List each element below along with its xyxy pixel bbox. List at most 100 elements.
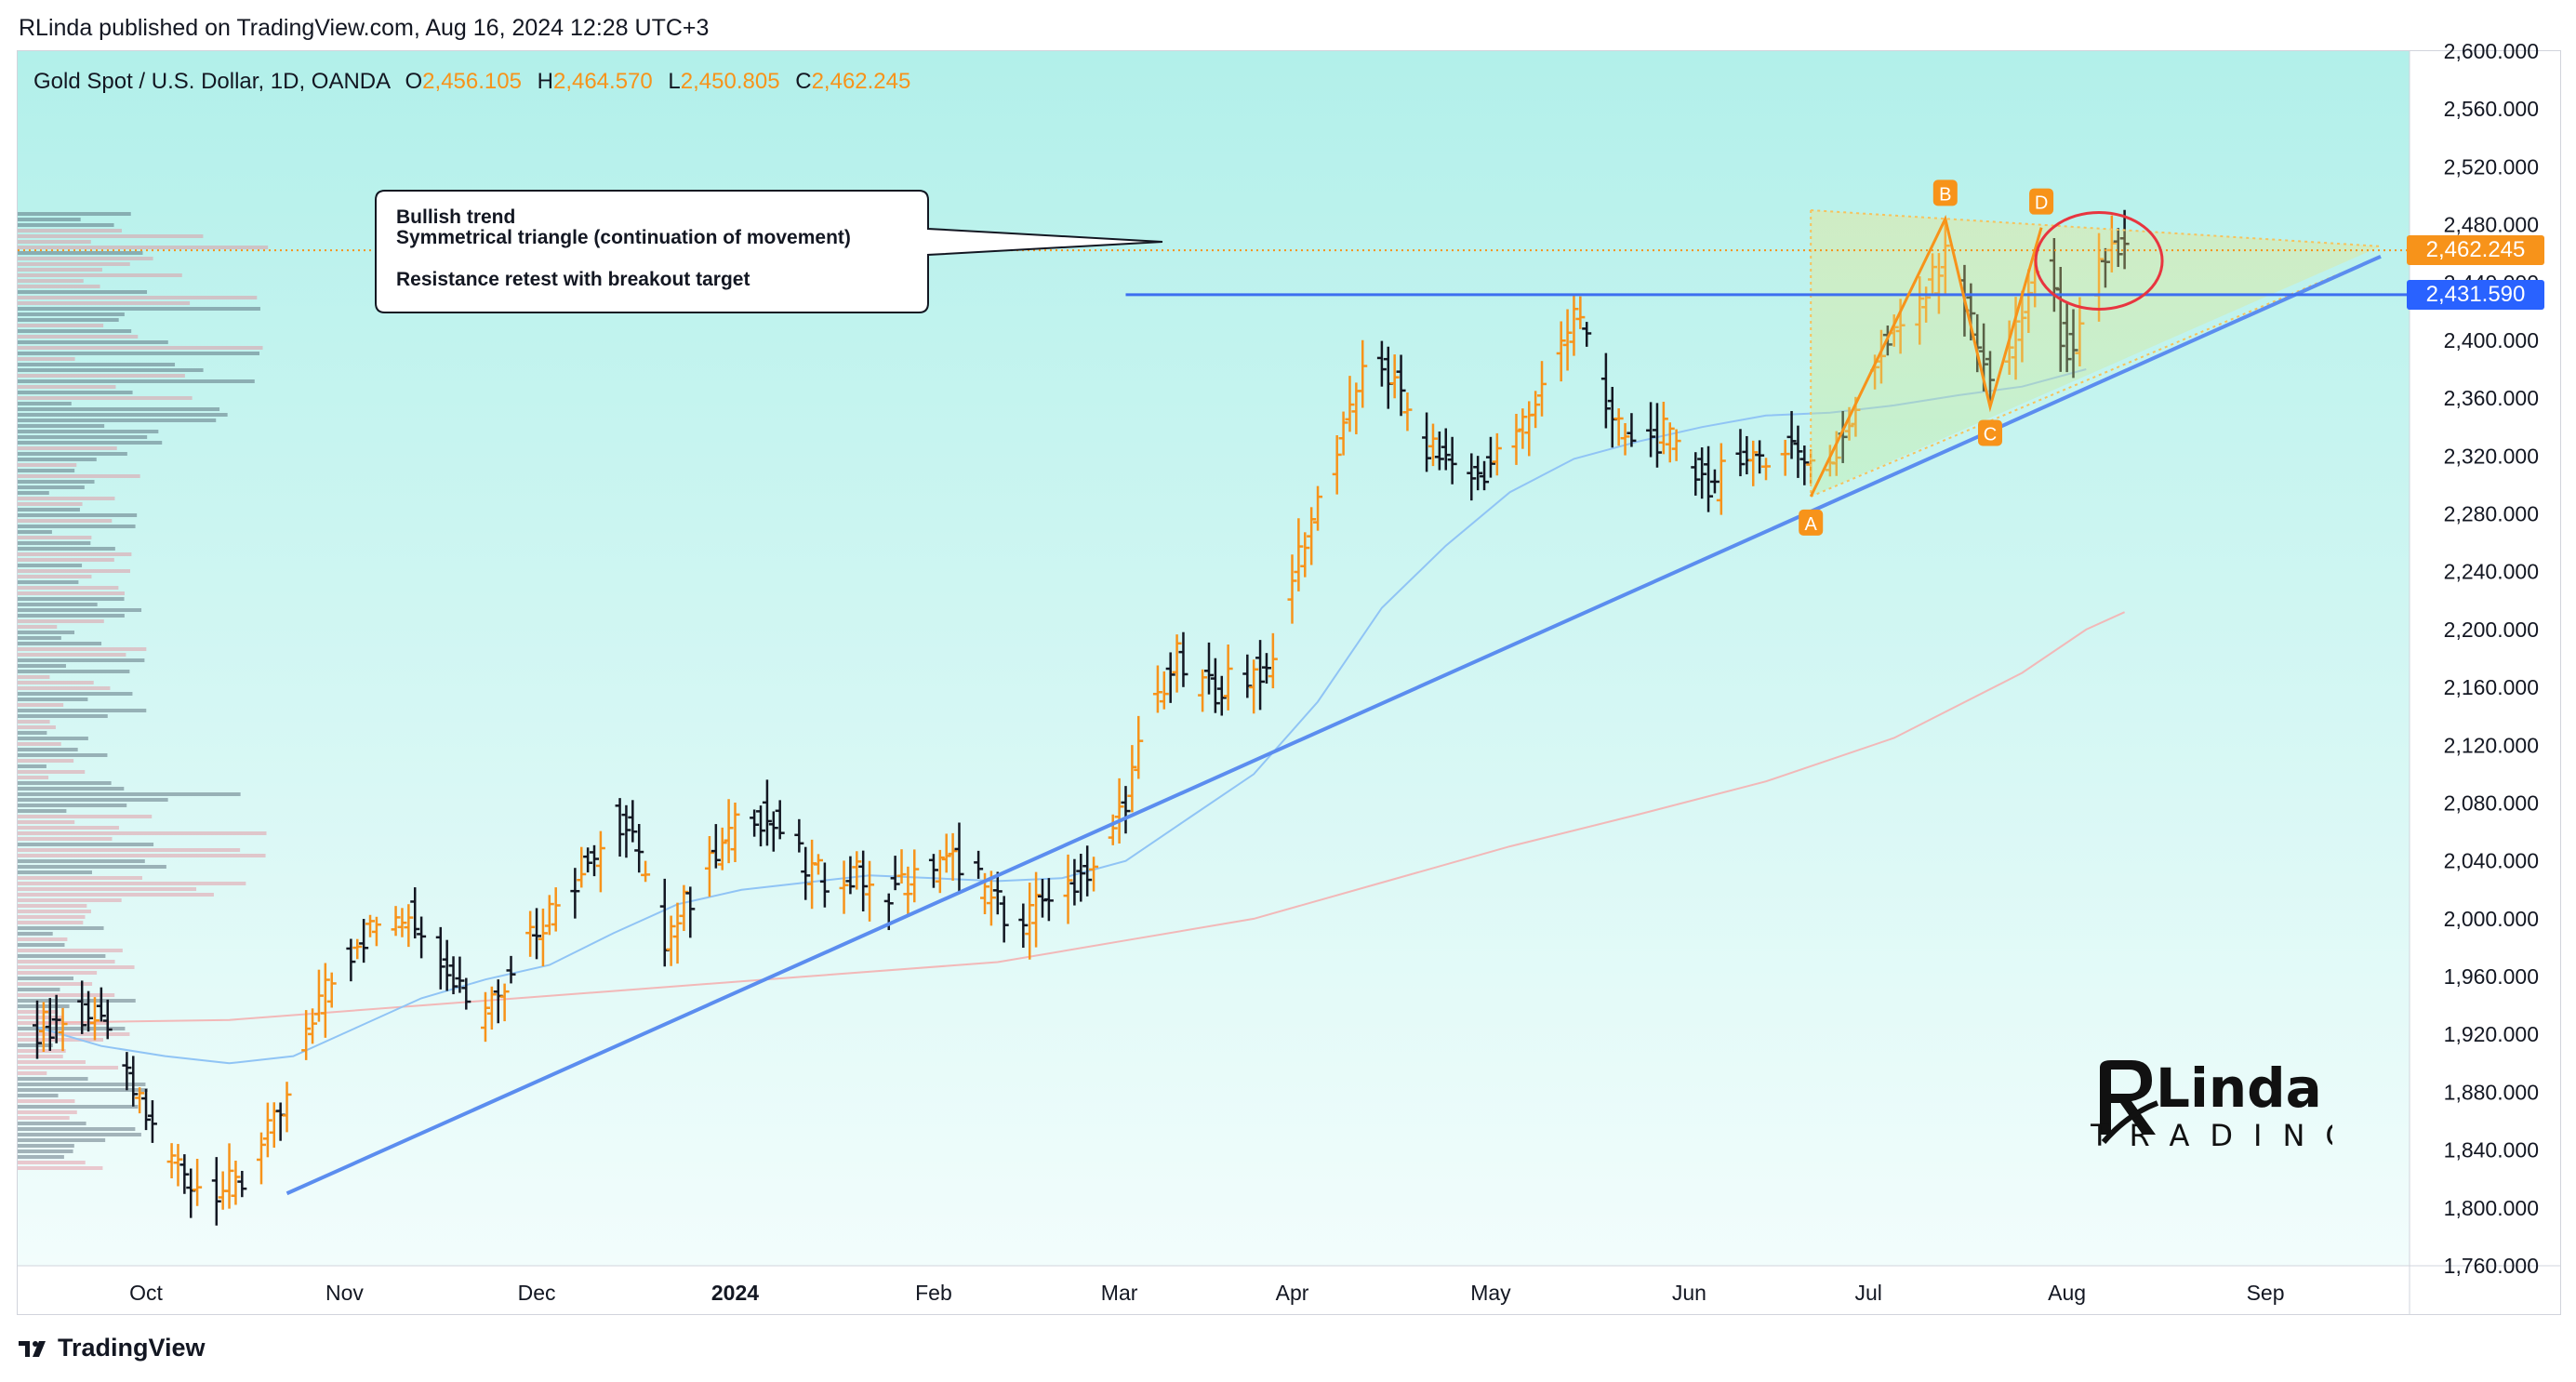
- volume-profile-bar: [18, 463, 77, 467]
- rlinda-trading-logo: Linda TRADING: [2091, 1056, 2332, 1151]
- volume-profile-bar: [18, 675, 50, 679]
- volume-profile-bar: [18, 770, 86, 774]
- volume-profile-bar: [18, 753, 108, 757]
- resistance-price-tag: 2,431.590: [2407, 279, 2544, 310]
- volume-profile-bar: [18, 915, 86, 919]
- volume-profile-bar: [18, 352, 260, 355]
- volume-profile-bar: [18, 257, 153, 260]
- y-axis-tick-label: 1,840.000: [2444, 1138, 2539, 1163]
- y-axis-tick-label: 2,520.000: [2444, 154, 2539, 179]
- volume-profile-bar: [18, 547, 115, 551]
- volume-profile-bar: [18, 552, 132, 556]
- volume-profile-bar: [18, 273, 182, 277]
- volume-profile-bar: [18, 837, 113, 841]
- volume-profile-bar: [18, 301, 191, 305]
- y-axis-tick-label: 2,560.000: [2444, 97, 2539, 121]
- y-axis-tick-label: 1,960.000: [2444, 964, 2539, 989]
- y-axis-tick-label: 2,400.000: [2444, 328, 2539, 352]
- volume-profile-bar: [18, 430, 159, 433]
- volume-profile-bar: [18, 240, 91, 244]
- volume-profile-bar: [18, 804, 127, 807]
- volume-profile-bar: [18, 725, 56, 729]
- x-axis[interactable]: Oct Nov Dec 2024 Feb Mar Apr May Jun Jul Aug Sep: [129, 1281, 2284, 1305]
- y-axis-tick-label: 1,920.000: [2444, 1022, 2539, 1046]
- y-axis[interactable]: 1,760.000 1,800.000 1,840.000 1,880.000 1,92…: [2444, 39, 2539, 1278]
- callout-balloon[interactable]: [375, 190, 1163, 313]
- volume-profile-bar: [18, 212, 131, 216]
- volume-profile-bar: [18, 977, 74, 980]
- volume-profile-bar: [18, 346, 263, 350]
- volume-profile-bar: [18, 379, 255, 383]
- y-axis-tick-label: 2,000.000: [2444, 907, 2539, 931]
- x-axis-tick-label: Feb: [915, 1281, 952, 1305]
- volume-profile-bar: [18, 1116, 70, 1120]
- volume-profile-bar: [18, 792, 241, 796]
- volume-profile-bar: [18, 870, 92, 874]
- volume-profile-bar: [18, 452, 127, 456]
- volume-profile-bar: [18, 329, 132, 333]
- volume-profile-bar: [18, 1138, 106, 1142]
- volume-profile-bar: [18, 223, 114, 227]
- volume-profile-bar: [18, 586, 119, 590]
- volume-profile-bar: [18, 686, 111, 690]
- volume-profile-bar: [18, 1049, 66, 1053]
- highlight-circle[interactable]: [2034, 210, 2164, 311]
- volume-profile-bar: [18, 670, 130, 673]
- volume-profile-bar: [18, 391, 133, 394]
- volume-profile-bar: [18, 564, 83, 567]
- legend-low-label: L: [668, 69, 681, 94]
- volume-profile-bar: [18, 993, 115, 997]
- volume-profile-bar: [18, 893, 214, 897]
- abcd-pattern-line[interactable]: [1809, 214, 2043, 498]
- triangle-fill: [1811, 210, 2381, 497]
- volume-profile-bar: [18, 580, 79, 584]
- volume-profile-bar: [18, 737, 88, 740]
- volume-profile-bar: [18, 843, 154, 846]
- footer-branding[interactable]: TradingView: [19, 1334, 206, 1362]
- triangle-upper-edge[interactable]: [1811, 209, 2382, 247]
- volume-profile-bar: [18, 631, 75, 634]
- volume-profile-bar: [18, 374, 185, 378]
- chart-frame[interactable]: [17, 50, 2561, 1315]
- volume-profile-bar: [18, 603, 98, 606]
- volume-profile-bar: [18, 988, 60, 991]
- volume-profile-bar: [18, 324, 104, 327]
- volume-profile-bar: [18, 363, 176, 366]
- volume-profile-bar: [18, 419, 217, 422]
- y-axis-tick-label: 2,600.000: [2444, 39, 2539, 63]
- y-axis-tick-label: 2,120.000: [2444, 733, 2539, 757]
- legend-open-label: O: [405, 69, 423, 94]
- volume-profile-bar: [18, 1038, 104, 1042]
- volume-profile-bar: [18, 776, 49, 779]
- volume-profile-bar: [18, 591, 125, 595]
- volume-profile-bar: [18, 229, 122, 233]
- volume-profile-bar: [18, 999, 136, 1003]
- volume-profile-bar: [18, 1122, 86, 1125]
- volume-profile-bar: [18, 1161, 86, 1164]
- legend-low-value: 2,450.805: [680, 69, 780, 94]
- volume-profile-bar: [18, 614, 125, 618]
- y-axis-tick-label: 1,800.000: [2444, 1196, 2539, 1220]
- volume-profile-bar: [18, 218, 81, 221]
- volume-profile-bar: [18, 1105, 139, 1109]
- volume-profile-bar: [18, 285, 100, 288]
- volume-profile-bar: [18, 1083, 146, 1086]
- pattern-point-badge: [1799, 509, 1824, 536]
- current-price-tag: 2,462.245: [2407, 235, 2544, 266]
- volume-profile-bar: [18, 642, 102, 645]
- volume-profile-bar: [18, 307, 260, 311]
- volume-profile-bar: [18, 1032, 130, 1036]
- pattern-point-label: B: [1939, 184, 1951, 205]
- volume-profile-bar: [18, 781, 112, 785]
- support-trendline[interactable]: [285, 254, 2382, 1196]
- slow-moving-average-line: [36, 611, 2126, 1024]
- y-axis-tick-label: 2,200.000: [2444, 618, 2539, 642]
- volume-profile-bar: [18, 703, 64, 707]
- triangle-lower-edge[interactable]: [1810, 255, 2382, 498]
- volume-profile: [18, 212, 269, 1170]
- pattern-point-label: D: [2035, 193, 2048, 214]
- volume-profile-bar: [18, 898, 122, 902]
- volume-profile-bar: [18, 698, 88, 701]
- volume-profile-bar: [18, 714, 108, 718]
